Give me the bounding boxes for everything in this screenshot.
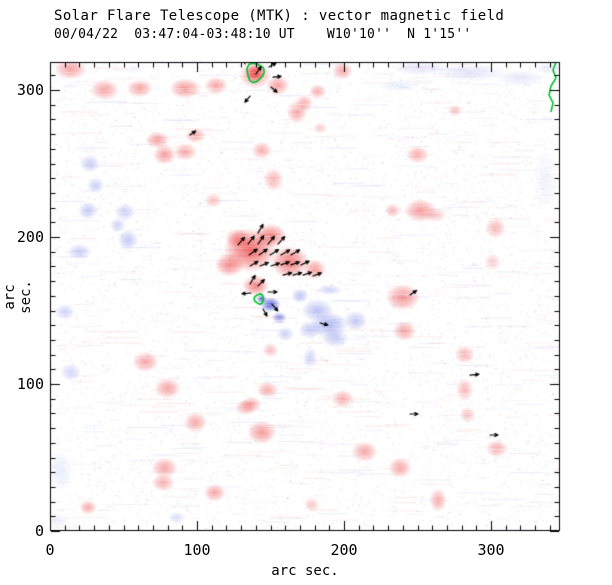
plot-title: Solar Flare Telescope (MTK) : vector mag… [54,8,505,24]
y-tick-label: 300 [16,81,44,99]
y-tick-label: 100 [16,375,44,393]
x-tick-label: 300 [477,541,505,559]
x-tick-label: 200 [330,541,358,559]
y-tick-label: 200 [16,228,44,246]
x-tick-label: 0 [45,541,55,559]
x-axis-label: arc sec. [271,563,339,579]
y-tick-label: 0 [34,522,44,540]
y-axis-label: arc sec. [2,280,34,314]
x-tick-label: 100 [183,541,211,559]
plot-subtitle: 00/04/22 03:47:04-03:48:10 UT W10'10'' N… [54,27,472,42]
